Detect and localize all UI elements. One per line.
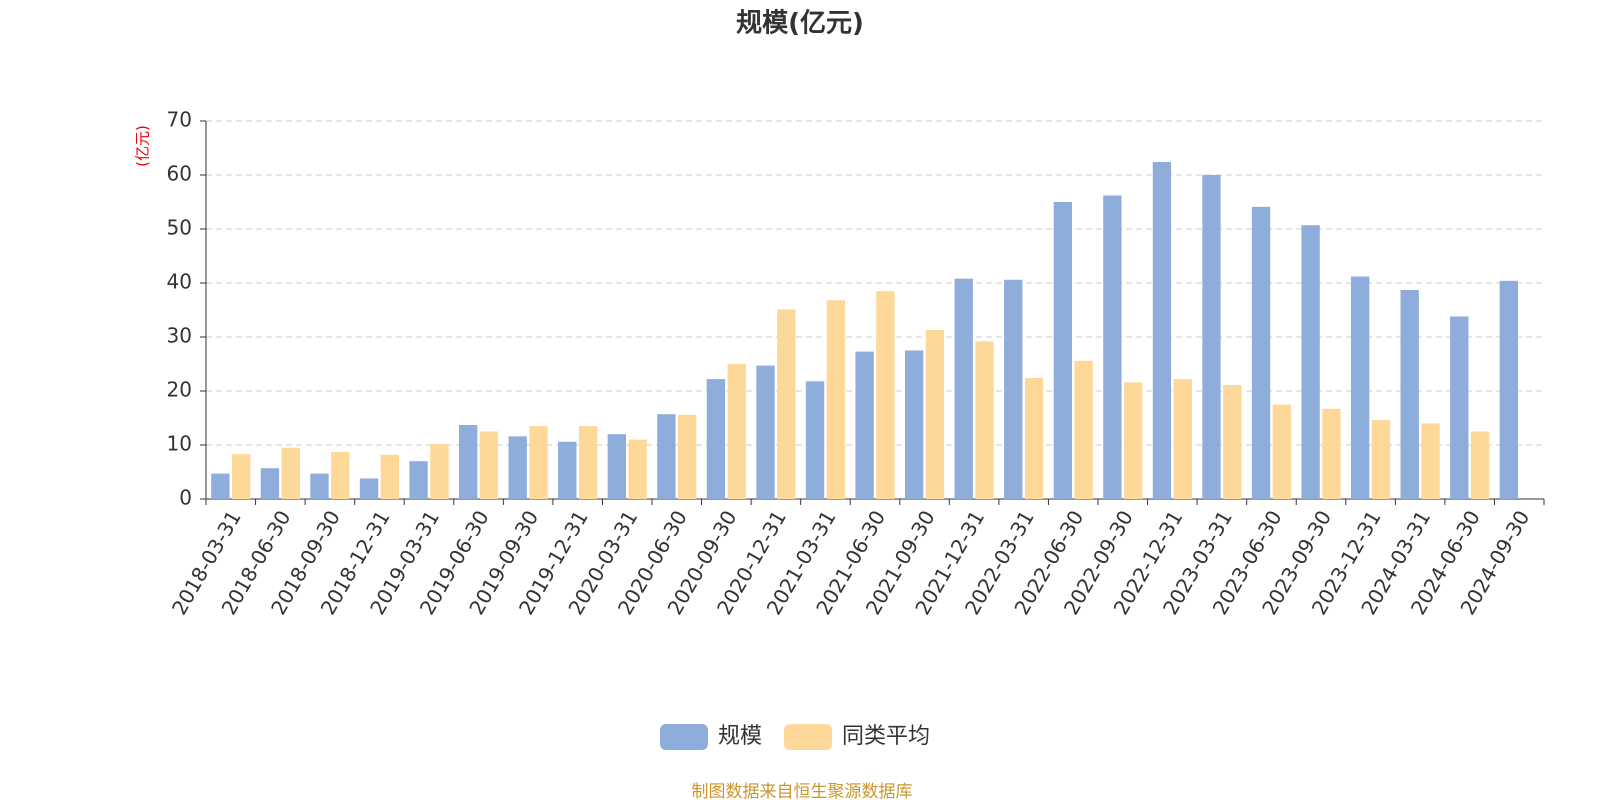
bar [904, 350, 924, 499]
bar [855, 351, 874, 499]
bar [925, 329, 945, 499]
bar [1421, 423, 1440, 499]
bar [706, 379, 726, 499]
bar [1301, 225, 1320, 499]
bar [578, 426, 598, 499]
bar [607, 434, 626, 499]
y-tick-label: 50 [167, 216, 192, 240]
y-tick-label: 20 [167, 378, 192, 402]
y-tick-label: 30 [167, 324, 192, 348]
bar [310, 473, 329, 499]
bar [1371, 420, 1391, 499]
bar [479, 431, 499, 499]
bar [508, 436, 527, 499]
bar [1024, 378, 1044, 499]
bar [331, 452, 350, 499]
bar [1400, 290, 1419, 499]
bar [359, 478, 379, 499]
y-tick-label: 70 [167, 108, 192, 132]
bar [458, 425, 478, 499]
bar [211, 473, 230, 499]
bar [678, 414, 697, 499]
bar [657, 414, 676, 499]
bar [260, 468, 280, 499]
bar [529, 426, 548, 499]
bar [1450, 316, 1469, 499]
legend-label: 规模 [718, 724, 762, 749]
bar [975, 341, 994, 499]
bar [876, 291, 895, 499]
source-note: 制图数据来自恒生聚源数据库 [692, 782, 913, 800]
bar [954, 278, 973, 499]
y-tick-label: 10 [167, 432, 192, 456]
bar [1272, 404, 1292, 499]
y-tick-label: 40 [167, 270, 192, 294]
bar [777, 309, 796, 499]
bar [1173, 379, 1192, 499]
bar [232, 454, 251, 499]
y-axis-label: (亿元) [134, 125, 152, 167]
bar [1103, 195, 1122, 499]
bar [756, 365, 775, 499]
bar [1322, 408, 1341, 499]
y-tick-label: 0 [179, 486, 192, 510]
bar [1152, 162, 1172, 500]
bar [1499, 280, 1518, 499]
bar [805, 381, 825, 499]
bar [1004, 279, 1023, 499]
bar [558, 441, 577, 499]
bar [727, 364, 746, 499]
bar [628, 439, 647, 499]
bar [281, 447, 300, 499]
bar [1251, 206, 1271, 500]
bar [1074, 360, 1093, 499]
chart-title: 规模(亿元) [736, 9, 864, 39]
bar [826, 300, 846, 499]
bar [1350, 276, 1370, 499]
bar [1202, 175, 1221, 499]
bar [1053, 202, 1072, 499]
bar [1223, 385, 1242, 499]
bar [1124, 382, 1143, 499]
bar [409, 461, 428, 499]
legend-label: 同类平均 [842, 724, 930, 749]
bar [430, 443, 449, 499]
legend-swatch [784, 724, 833, 750]
legend-swatch [660, 724, 708, 750]
y-tick-label: 60 [167, 162, 192, 186]
bar [1470, 431, 1490, 499]
bar [380, 454, 400, 499]
